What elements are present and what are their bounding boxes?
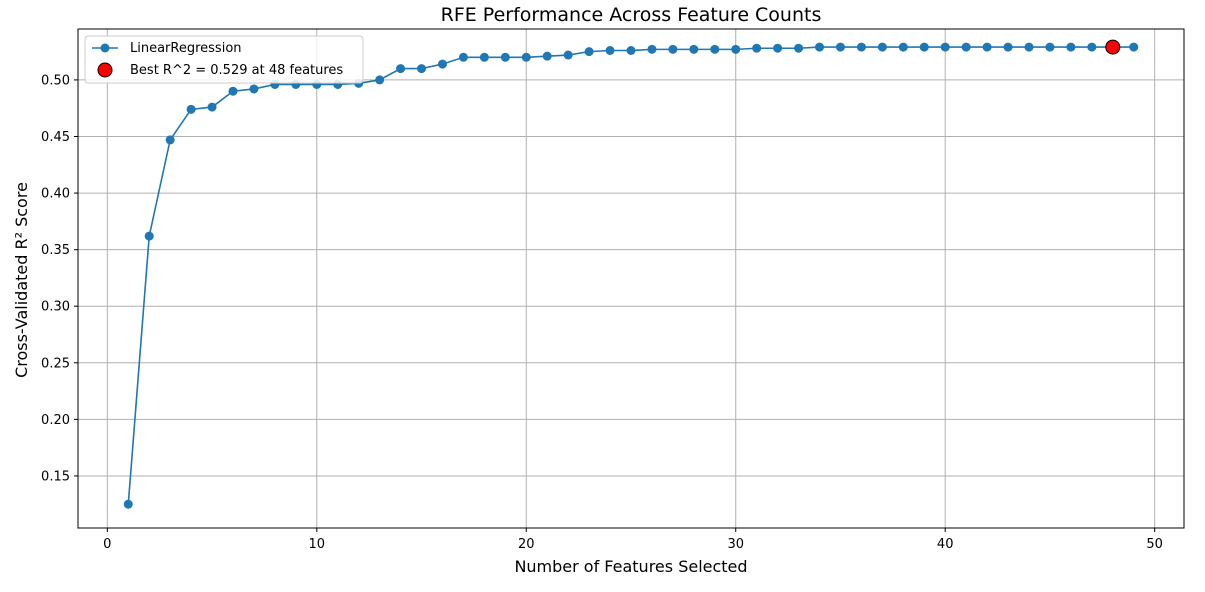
data-point bbox=[856, 42, 866, 52]
data-point bbox=[835, 42, 845, 52]
y-tick-label: 0.40 bbox=[41, 187, 70, 202]
legend-best-label: Best R^2 = 0.529 at 48 features bbox=[130, 63, 343, 78]
data-point bbox=[1024, 42, 1034, 52]
data-point bbox=[940, 42, 950, 52]
y-tick-label: 0.45 bbox=[41, 130, 70, 145]
data-point bbox=[794, 43, 804, 53]
data-point bbox=[752, 43, 762, 53]
data-point bbox=[647, 44, 657, 54]
data-point bbox=[961, 42, 971, 52]
y-axis-label: Cross-Validated R² Score bbox=[12, 182, 31, 378]
x-tick-label: 40 bbox=[937, 537, 954, 552]
data-point bbox=[417, 64, 427, 74]
data-point bbox=[877, 42, 887, 52]
data-point bbox=[375, 75, 385, 85]
data-point bbox=[689, 44, 699, 54]
x-tick-label: 10 bbox=[309, 537, 326, 552]
y-tick-label: 0.20 bbox=[41, 413, 70, 428]
data-point bbox=[186, 104, 196, 114]
data-point bbox=[521, 52, 531, 62]
best-point-marker bbox=[1105, 39, 1121, 55]
y-tick-label: 0.25 bbox=[41, 356, 70, 371]
y-tick-label: 0.35 bbox=[41, 243, 70, 258]
data-point bbox=[584, 47, 594, 57]
legend-best-marker bbox=[97, 62, 113, 78]
legend-series-label: LinearRegression bbox=[130, 41, 242, 56]
x-tick-label: 0 bbox=[103, 537, 111, 552]
legend-box bbox=[84, 35, 364, 84]
data-point bbox=[626, 45, 636, 55]
data-point bbox=[1129, 42, 1139, 52]
x-tick-label: 30 bbox=[727, 537, 744, 552]
data-point bbox=[731, 44, 741, 54]
data-point bbox=[563, 50, 573, 60]
legend: LinearRegression Best R^2 = 0.529 at 48 … bbox=[84, 35, 364, 84]
data-point bbox=[207, 102, 217, 112]
data-point bbox=[396, 64, 406, 74]
y-tick-label: 0.15 bbox=[41, 469, 70, 484]
data-point bbox=[710, 44, 720, 54]
series-layer bbox=[123, 39, 1139, 509]
data-point bbox=[228, 86, 238, 96]
data-point bbox=[815, 42, 825, 52]
data-point bbox=[144, 231, 154, 241]
data-point bbox=[458, 52, 468, 62]
data-point bbox=[123, 499, 133, 509]
data-point bbox=[1045, 42, 1055, 52]
data-point bbox=[1087, 42, 1097, 52]
data-point bbox=[500, 52, 510, 62]
y-tick-label: 0.30 bbox=[41, 300, 70, 315]
data-point bbox=[1066, 42, 1076, 52]
grid-layer bbox=[78, 29, 1184, 528]
legend-series-marker bbox=[100, 43, 110, 53]
data-point bbox=[437, 59, 447, 69]
data-point bbox=[479, 52, 489, 62]
data-point bbox=[773, 43, 783, 53]
plot-frame bbox=[77, 28, 1185, 529]
data-point bbox=[668, 44, 678, 54]
data-point bbox=[898, 42, 908, 52]
y-tick-label: 0.50 bbox=[41, 73, 70, 88]
x-axis-label: Number of Features Selected bbox=[514, 557, 747, 576]
data-point bbox=[605, 45, 615, 55]
chart-title: RFE Performance Across Feature Counts bbox=[441, 4, 822, 26]
data-point bbox=[165, 135, 175, 145]
data-point bbox=[542, 51, 552, 61]
data-point bbox=[982, 42, 992, 52]
x-tick-label: 50 bbox=[1146, 537, 1163, 552]
x-tick-label: 20 bbox=[518, 537, 535, 552]
data-point bbox=[919, 42, 929, 52]
data-point bbox=[1003, 42, 1013, 52]
data-point bbox=[249, 84, 259, 94]
tick-layer: 0 10 20 30 40 50 0.15 0.20 0.25 0.30 0.35 0.40 0.45 0… bbox=[41, 73, 1163, 552]
series-line bbox=[127, 46, 1134, 505]
